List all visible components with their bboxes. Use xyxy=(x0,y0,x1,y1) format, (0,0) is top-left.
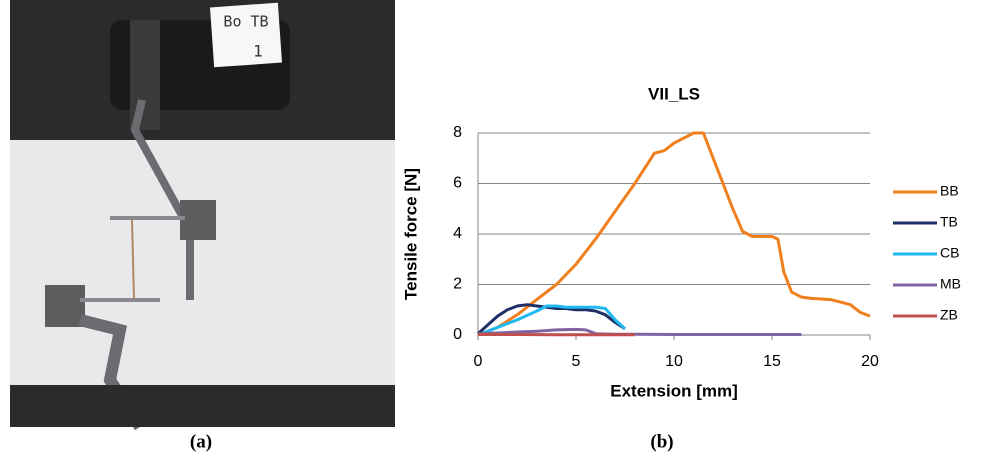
upper-rod xyxy=(130,99,194,300)
tag-text: Bo TB xyxy=(223,13,268,31)
y-tick-label: 4 xyxy=(453,225,462,242)
legend-label: MB xyxy=(940,276,961,292)
x-tick-label: 0 xyxy=(474,353,483,370)
panel-label: (a) xyxy=(190,431,212,452)
x-tick-label: 20 xyxy=(861,353,879,370)
x-axis-label: Extension [mm] xyxy=(610,381,738,400)
chart-title: VII_LS xyxy=(648,84,700,103)
y-tick-label: 8 xyxy=(453,124,462,141)
y-tick-label: 2 xyxy=(453,276,462,293)
legend-label: BB xyxy=(940,183,959,199)
series-line xyxy=(477,131,871,337)
legend-label: CB xyxy=(940,245,959,261)
x-tick-label: 5 xyxy=(572,353,581,370)
y-axis-label: Tensile force [N] xyxy=(401,168,420,300)
clamp-plate xyxy=(130,20,160,130)
tag xyxy=(209,2,283,68)
x-tick-label: 15 xyxy=(763,353,781,370)
legend-label: ZB xyxy=(940,307,958,323)
panel-label: (b) xyxy=(650,431,673,452)
x-tick-label: 10 xyxy=(665,353,683,370)
y-tick-label: 6 xyxy=(453,175,462,192)
y-tick-label: 0 xyxy=(453,326,462,343)
photo: Bo TB 1 xyxy=(10,0,395,431)
lower-block xyxy=(45,285,85,327)
series-line xyxy=(476,303,626,335)
upper-block xyxy=(180,200,216,240)
tag-number: 1 xyxy=(253,42,263,61)
legend-label: TB xyxy=(940,214,958,230)
lower-grip xyxy=(10,385,395,427)
specimen xyxy=(131,219,135,301)
series-line xyxy=(477,304,627,337)
